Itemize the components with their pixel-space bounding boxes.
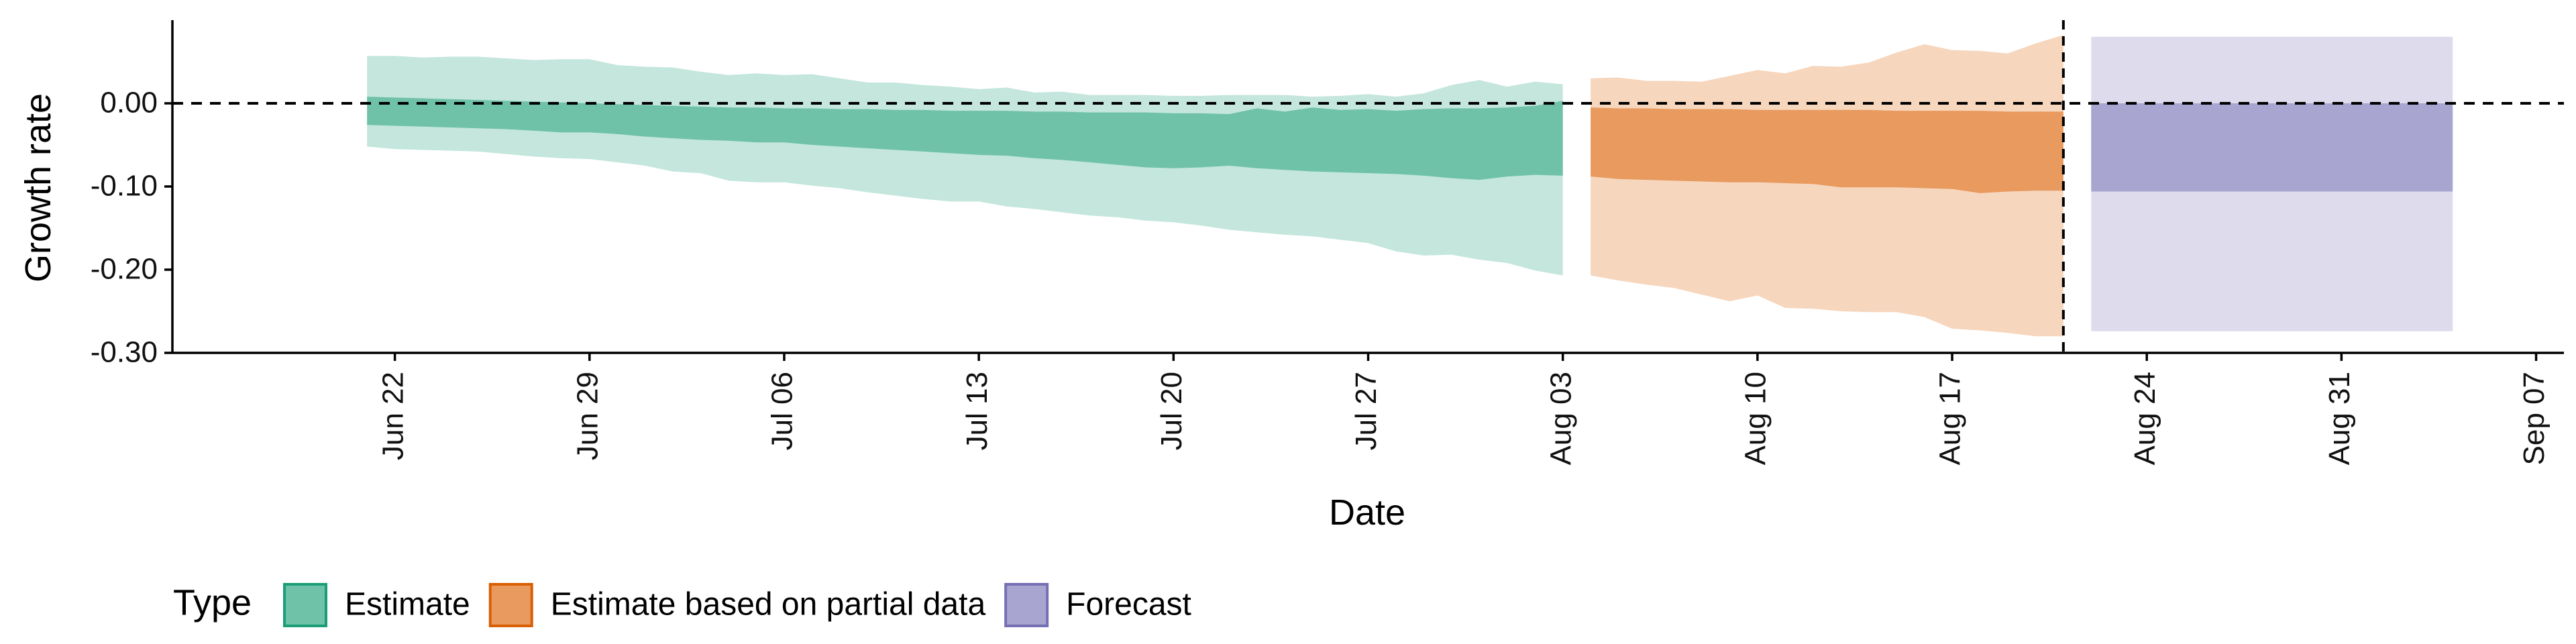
x-tick-label: Aug 10 [1739, 372, 1772, 465]
x-tick-label: Jun 22 [376, 372, 409, 460]
legend-key-estimate [283, 583, 327, 627]
x-tick-label: Aug 17 [1934, 372, 1967, 465]
y-axis-title: Growth rate [18, 93, 58, 282]
y-tick-label: 0.00 [100, 87, 158, 119]
x-tick-label: Jul 27 [1350, 372, 1383, 450]
bands-layer [367, 35, 2453, 337]
y-tick-label: -0.10 [91, 170, 158, 203]
legend-label-forecast: Forecast [1066, 587, 1191, 623]
legend-label-estimate: Estimate [345, 587, 470, 623]
forecast-inner-band [2091, 103, 2453, 192]
legend-key-estimate-based-on-partial-data [488, 583, 533, 627]
x-tick-label: Aug 03 [1544, 372, 1577, 465]
legend-title: Type [173, 582, 252, 623]
x-tick-label: Jul 06 [766, 372, 799, 450]
reference-lines [172, 20, 2564, 353]
x-ticks: Jun 22 Jun 29 Jul 06 Jul 13 Jul 20 Jul 27 Aug … [376, 353, 2551, 465]
estimate-inner-band [367, 97, 1563, 180]
legend: Type Estimate Estimate based on partial d… [173, 582, 1191, 627]
y-ticks: 0.00 -0.10 -0.20 -0.30 [91, 87, 172, 369]
x-tick-label: Aug 24 [2129, 372, 2161, 465]
x-tick-label: Jul 20 [1155, 372, 1188, 450]
y-tick-label: -0.20 [91, 253, 158, 286]
estimate-based-on-partial-data-inner-band [1591, 107, 2063, 193]
x-axis-title: Date [1329, 492, 1405, 533]
x-tick-label: Sep 07 [2518, 372, 2551, 465]
y-tick-label: -0.30 [91, 336, 158, 369]
x-tick-label: Jun 29 [571, 372, 604, 460]
x-tick-label: Aug 31 [2323, 372, 2356, 465]
legend-label-estimate-based-on-partial-data: Estimate based on partial data [551, 587, 986, 623]
x-tick-label: Jul 13 [961, 372, 994, 450]
legend-key-forecast [1004, 583, 1049, 627]
